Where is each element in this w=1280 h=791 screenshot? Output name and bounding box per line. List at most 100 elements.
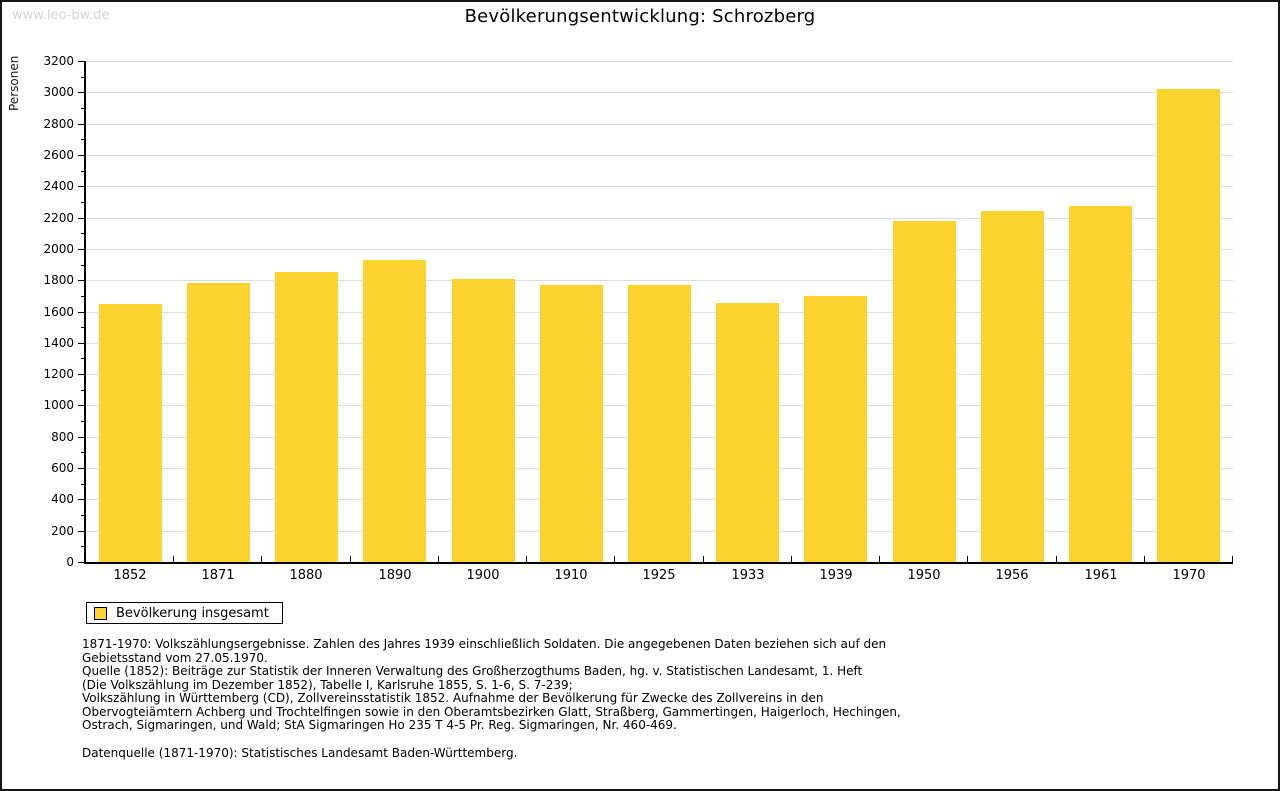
footnote-line: Quelle (1852): Beiträge zur Statistik de… — [82, 664, 863, 678]
y-tick-label: 1400 — [43, 336, 74, 350]
bar — [99, 304, 162, 562]
y-minor-tick — [81, 139, 86, 140]
bar — [981, 211, 1044, 562]
gridline — [86, 280, 1233, 281]
y-minor-tick — [81, 233, 86, 234]
legend: Bevölkerung insgesamt — [86, 602, 283, 624]
y-minor-tick — [81, 358, 86, 359]
y-minor-tick — [81, 484, 86, 485]
bar — [363, 260, 426, 562]
plot-area: 0 200 400 600 800 1000 1200 1400 1600 1800 2000 220… — [43, 54, 1233, 583]
x-boundary-tick — [703, 556, 704, 562]
y-major-tick — [78, 312, 86, 313]
gridline — [86, 186, 1233, 187]
y-tick-label: 3200 — [43, 54, 74, 68]
x-tick-label: 1970 — [1172, 568, 1206, 583]
y-tick-label: 2200 — [43, 211, 74, 225]
y-major-tick — [78, 249, 86, 250]
y-minor-tick — [81, 296, 86, 297]
y-major-tick — [78, 374, 86, 375]
x-tick-label: 1961 — [1084, 568, 1118, 583]
y-tick-label: 3000 — [43, 85, 74, 99]
y-tick-label: 400 — [51, 492, 74, 506]
footnote-line: Ostrach, Sigmaringen, und Wald; StA Sigm… — [82, 718, 677, 732]
y-tick-label: 600 — [51, 461, 74, 475]
y-major-tick — [78, 218, 86, 219]
y-major-tick — [78, 562, 86, 563]
x-tick-label: 1956 — [995, 568, 1029, 583]
x-boundary-tick — [526, 556, 527, 562]
gridline — [86, 61, 1233, 62]
page-title: Bevölkerungsentwicklung: Schrozberg — [464, 6, 816, 27]
footnote-line: Obervogteiämtern Achberg und Trochtelfin… — [82, 704, 901, 719]
y-axis-title: Personen — [7, 55, 21, 111]
x-boundary-tick — [967, 556, 968, 562]
y-tick-label: 200 — [51, 524, 74, 538]
footnote-line: (Die Volkszählung im Dezember 1852), Tab… — [82, 677, 573, 692]
x-boundary-tick — [1232, 556, 1233, 562]
x-tick-label: 1910 — [554, 568, 588, 583]
y-tick-label: 1000 — [43, 398, 74, 412]
y-major-tick — [78, 155, 86, 156]
y-minor-tick — [81, 265, 86, 266]
y-major-tick — [78, 343, 86, 344]
y-tick-label: 1600 — [43, 305, 74, 319]
y-tick-label: 1800 — [43, 273, 74, 287]
y-major-tick — [78, 92, 86, 93]
y-major-tick — [78, 280, 86, 281]
x-tick-label: 1871 — [201, 568, 235, 583]
y-minor-tick — [81, 421, 86, 422]
gridline — [86, 124, 1233, 125]
y-tick-label: 0 — [66, 555, 74, 569]
y-minor-tick — [81, 108, 86, 109]
x-boundary-tick — [791, 556, 792, 562]
x-boundary-tick — [1144, 556, 1145, 562]
x-tick-label: 1939 — [819, 568, 853, 583]
bar — [275, 272, 338, 562]
gridline — [86, 155, 1233, 156]
bar — [540, 285, 603, 562]
x-tick-label: 1925 — [642, 568, 676, 583]
y-tick-label: 2800 — [43, 117, 74, 131]
y-major-tick — [78, 499, 86, 500]
x-tick-label: 1890 — [378, 568, 412, 583]
y-major-tick — [78, 437, 86, 438]
y-major-tick — [78, 124, 86, 125]
y-minor-tick — [81, 515, 86, 516]
y-major-tick — [78, 468, 86, 469]
x-boundary-tick — [1056, 556, 1057, 562]
y-major-tick — [78, 186, 86, 187]
bar — [628, 285, 691, 562]
y-major-tick — [78, 531, 86, 532]
datasource-line: Datenquelle (1871-1970): Statistisches L… — [82, 745, 518, 760]
x-tick-label: 1880 — [289, 568, 323, 583]
bar — [804, 296, 867, 562]
x-boundary-tick — [438, 556, 439, 562]
y-minor-tick — [81, 452, 86, 453]
x-boundary-tick — [614, 556, 615, 562]
legend-swatch-icon — [94, 606, 107, 620]
x-tick-label: 1933 — [731, 568, 765, 583]
y-tick-label: 2400 — [43, 179, 74, 193]
gridline — [86, 249, 1233, 250]
y-major-tick — [78, 61, 86, 62]
y-minor-tick — [81, 390, 86, 391]
footnote-line: 1871-1970: Volkszählungsergebnisse. Zahl… — [82, 637, 887, 651]
y-tick-label: 2600 — [43, 148, 74, 162]
y-minor-tick — [81, 546, 86, 547]
y-tick-label: 1200 — [43, 367, 74, 381]
x-boundary-tick — [350, 556, 351, 562]
x-tick-label: 1852 — [113, 568, 147, 583]
footnotes: 1871-1970: Volkszählungsergebnisse. Zahl… — [82, 637, 901, 760]
footnote-line: Volkszählung in Württemberg (CD), Zollve… — [82, 691, 824, 705]
y-major-tick — [78, 405, 86, 406]
y-minor-tick — [81, 77, 86, 78]
y-minor-tick — [81, 327, 86, 328]
y-tick-label: 2000 — [43, 242, 74, 256]
bar — [452, 279, 515, 562]
x-boundary-tick — [879, 556, 880, 562]
x-boundary-tick — [261, 556, 262, 562]
bar — [893, 221, 956, 562]
gridline — [86, 218, 1233, 219]
